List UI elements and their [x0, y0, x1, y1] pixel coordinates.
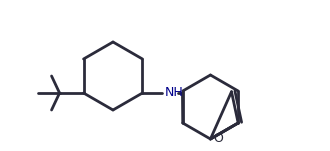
Text: O: O	[214, 132, 223, 146]
Text: NH: NH	[164, 87, 183, 100]
